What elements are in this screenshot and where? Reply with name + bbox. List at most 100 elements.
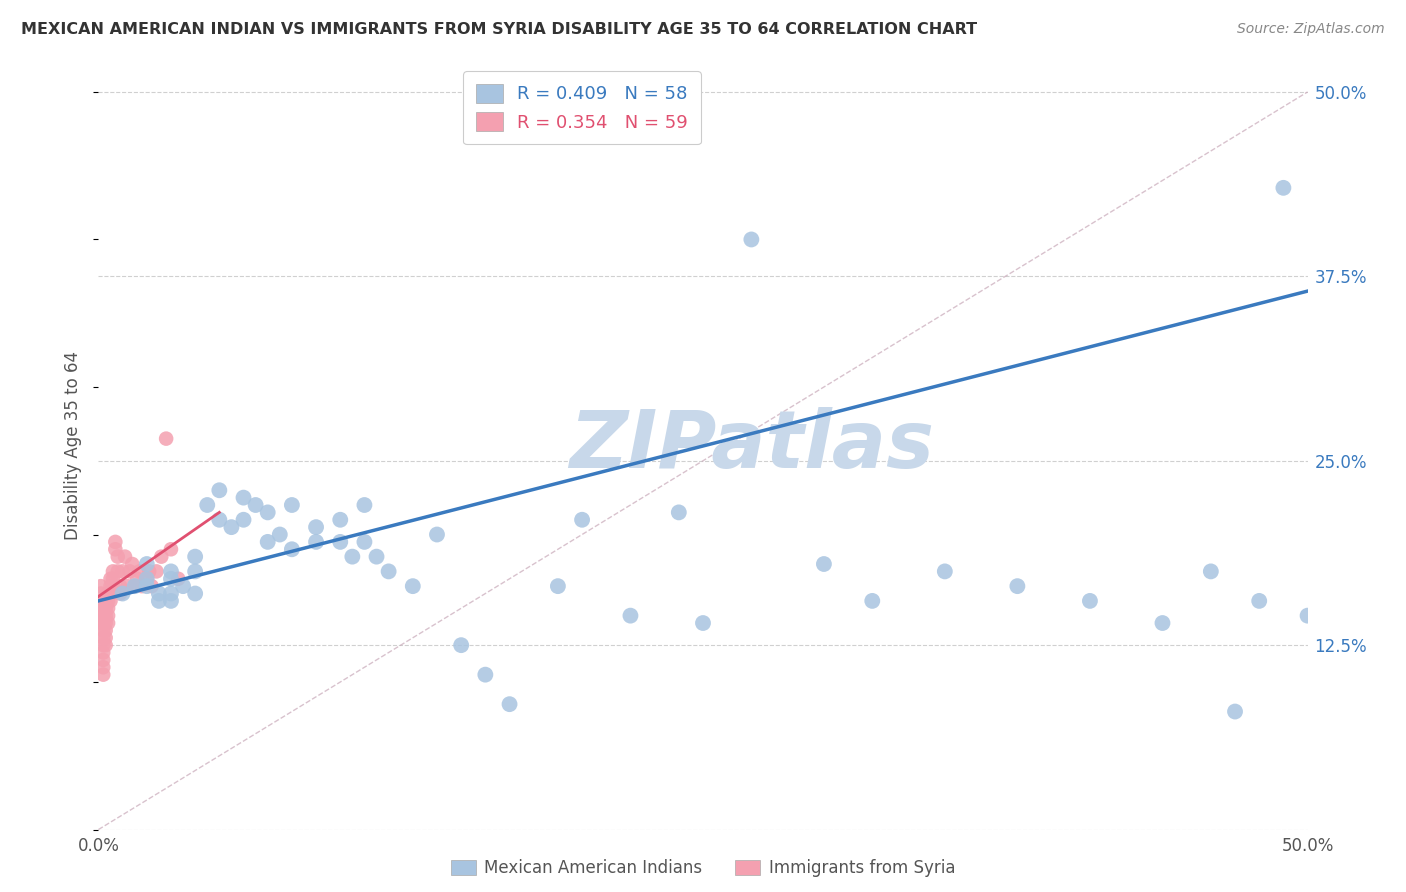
Point xyxy=(232,491,254,505)
Point xyxy=(91,646,114,660)
Point xyxy=(366,549,388,564)
Point xyxy=(1272,181,1295,195)
Point xyxy=(100,579,122,593)
Point xyxy=(91,594,114,608)
Point xyxy=(498,697,520,711)
Point xyxy=(90,608,112,623)
Point xyxy=(305,535,328,549)
Point xyxy=(184,586,207,600)
Point xyxy=(155,432,177,446)
Point xyxy=(269,527,291,541)
Point xyxy=(221,520,243,534)
Point xyxy=(100,572,122,586)
Point xyxy=(329,513,352,527)
Point xyxy=(402,579,425,593)
Point xyxy=(547,579,569,593)
Point xyxy=(135,572,157,586)
Point xyxy=(150,549,173,564)
Legend: R = 0.409   N = 58, R = 0.354   N = 59: R = 0.409 N = 58, R = 0.354 N = 59 xyxy=(464,71,700,145)
Point xyxy=(208,483,231,498)
Point xyxy=(145,565,167,579)
Y-axis label: Disability Age 35 to 64: Disability Age 35 to 64 xyxy=(65,351,83,541)
Point xyxy=(245,498,267,512)
Point xyxy=(135,579,157,593)
Point xyxy=(97,601,120,615)
Point xyxy=(91,608,114,623)
Point xyxy=(668,505,690,519)
Point xyxy=(91,653,114,667)
Point xyxy=(141,579,163,593)
Point xyxy=(101,572,124,586)
Point xyxy=(117,579,139,593)
Legend: Mexican American Indians, Immigrants from Syria: Mexican American Indians, Immigrants fro… xyxy=(444,853,962,884)
Point xyxy=(232,513,254,527)
Point xyxy=(107,565,129,579)
Point xyxy=(94,624,117,638)
Point xyxy=(94,631,117,645)
Point xyxy=(131,579,153,593)
Point xyxy=(305,520,328,534)
Point xyxy=(208,513,231,527)
Point xyxy=(90,586,112,600)
Point xyxy=(184,549,207,564)
Point xyxy=(91,667,114,681)
Point xyxy=(121,557,143,571)
Point xyxy=(91,615,114,630)
Point xyxy=(281,542,304,557)
Point xyxy=(138,565,160,579)
Point xyxy=(90,615,112,630)
Point xyxy=(90,601,112,615)
Point xyxy=(256,535,278,549)
Point xyxy=(104,535,127,549)
Point xyxy=(281,498,304,512)
Point xyxy=(127,572,149,586)
Point xyxy=(740,232,762,246)
Point xyxy=(124,579,146,593)
Point xyxy=(160,542,183,557)
Point xyxy=(860,594,883,608)
Point xyxy=(450,638,472,652)
Point xyxy=(1199,565,1222,579)
Point xyxy=(111,565,134,579)
Point xyxy=(97,615,120,630)
Point xyxy=(160,565,183,579)
Point xyxy=(101,565,124,579)
Point xyxy=(571,513,593,527)
Point xyxy=(111,586,134,600)
Point xyxy=(100,586,122,600)
Point xyxy=(91,601,114,615)
Point xyxy=(124,579,146,593)
Point xyxy=(692,615,714,630)
Point xyxy=(94,594,117,608)
Point xyxy=(94,615,117,630)
Point xyxy=(1249,594,1271,608)
Point xyxy=(474,667,496,681)
Point xyxy=(329,535,352,549)
Text: ZIPatlas: ZIPatlas xyxy=(569,407,934,485)
Point xyxy=(97,608,120,623)
Point xyxy=(1007,579,1029,593)
Point xyxy=(90,579,112,593)
Text: MEXICAN AMERICAN INDIAN VS IMMIGRANTS FROM SYRIA DISABILITY AGE 35 TO 64 CORRELA: MEXICAN AMERICAN INDIAN VS IMMIGRANTS FR… xyxy=(21,22,977,37)
Point xyxy=(91,631,114,645)
Point xyxy=(108,579,131,593)
Point xyxy=(1223,705,1246,719)
Point xyxy=(256,505,278,519)
Point xyxy=(91,660,114,674)
Point xyxy=(97,594,120,608)
Point xyxy=(813,557,835,571)
Point xyxy=(160,572,183,586)
Point xyxy=(91,624,114,638)
Point xyxy=(934,565,956,579)
Point xyxy=(135,572,157,586)
Point xyxy=(1152,615,1174,630)
Point xyxy=(377,565,399,579)
Point xyxy=(148,586,170,600)
Point xyxy=(128,565,150,579)
Point xyxy=(160,586,183,600)
Point xyxy=(114,549,136,564)
Point xyxy=(91,638,114,652)
Point xyxy=(1078,594,1101,608)
Text: Source: ZipAtlas.com: Source: ZipAtlas.com xyxy=(1237,22,1385,37)
Point xyxy=(426,527,449,541)
